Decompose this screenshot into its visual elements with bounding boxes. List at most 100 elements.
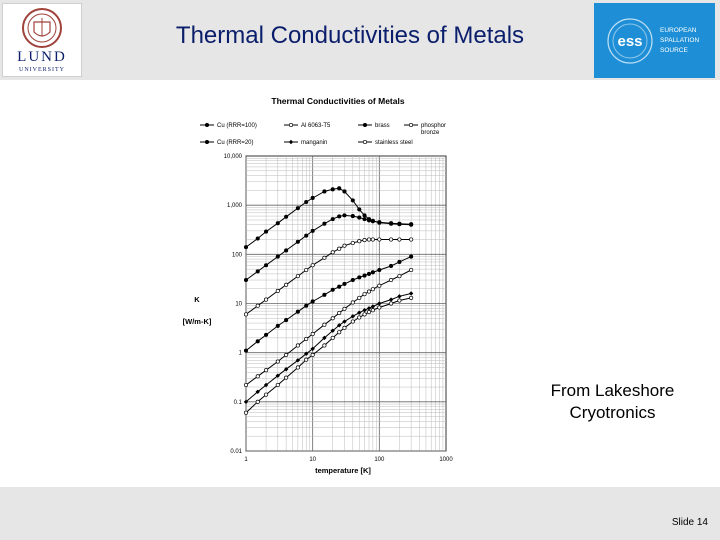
lund-university-logo: LUND UNIVERSITY <box>2 3 82 77</box>
y-tick-label: 100 <box>232 252 243 258</box>
data-point <box>362 312 367 317</box>
y-tick-label: 10,000 <box>224 154 243 160</box>
footer-band: Slide 14 <box>0 487 720 540</box>
data-point <box>310 331 315 337</box>
slide-title: Thermal Conductivities of Metals <box>175 22 525 49</box>
data-point <box>255 269 260 274</box>
data-point <box>322 343 327 348</box>
data-point <box>377 305 382 310</box>
data-point <box>255 339 260 344</box>
source-credit-line1: From Lakeshore <box>550 381 675 400</box>
y-tick-label: 1,000 <box>227 203 243 209</box>
data-point <box>362 213 367 218</box>
data-point <box>322 335 327 341</box>
data-point <box>322 292 327 297</box>
series-4 <box>243 291 414 405</box>
data-point <box>362 308 367 313</box>
data-point <box>243 348 249 353</box>
data-point <box>310 263 315 268</box>
x-tick-label: 1000 <box>439 457 453 463</box>
legend-label: phosphor <box>421 123 446 129</box>
data-point <box>408 122 414 128</box>
data-point <box>304 233 309 238</box>
data-point <box>370 304 376 309</box>
data-point <box>370 219 375 224</box>
chart-title: Thermal Conductivities of Metals <box>271 96 404 106</box>
data-point <box>275 359 280 364</box>
data-point <box>284 214 289 219</box>
data-point <box>275 254 280 259</box>
data-point <box>284 282 289 287</box>
data-point <box>264 392 269 397</box>
data-point <box>357 207 362 212</box>
data-point <box>350 300 355 305</box>
data-point <box>204 122 210 128</box>
legend-label: brass <box>375 123 390 129</box>
data-point <box>304 351 309 356</box>
data-point <box>322 322 327 327</box>
legend-item: brass <box>358 122 390 129</box>
ess-circle-icon <box>607 18 653 64</box>
legend-item: manganin <box>284 139 327 146</box>
data-point <box>295 309 300 314</box>
data-point <box>264 263 269 268</box>
data-point <box>357 239 362 244</box>
data-point <box>336 323 342 328</box>
data-point <box>357 315 362 320</box>
data-point <box>362 292 367 297</box>
data-point <box>255 374 260 379</box>
data-point <box>357 215 362 220</box>
y-tick-label: 0.1 <box>234 400 243 406</box>
data-point <box>284 375 289 380</box>
data-point <box>357 275 362 280</box>
data-point <box>304 303 309 308</box>
data-point <box>304 336 309 342</box>
data-point <box>377 283 382 288</box>
data-point <box>408 291 414 296</box>
data-point <box>357 295 362 300</box>
data-point <box>397 259 402 264</box>
legend-label: Cu (RRR=20) <box>217 140 254 146</box>
chart-series <box>243 186 414 415</box>
series-3 <box>243 254 414 353</box>
data-point <box>389 301 394 306</box>
data-point <box>362 139 368 145</box>
data-point <box>397 221 402 226</box>
data-point <box>295 365 300 370</box>
university-wordmark: UNIVERSITY <box>19 67 65 73</box>
data-point <box>389 277 394 283</box>
data-point <box>337 246 342 251</box>
data-point <box>362 217 367 222</box>
x-tick-label: 100 <box>374 457 385 463</box>
data-point <box>255 303 260 308</box>
source-credit-line2: Cryotronics <box>569 403 656 422</box>
data-point <box>337 284 342 289</box>
data-point <box>275 221 280 226</box>
data-point <box>330 316 335 321</box>
data-point <box>337 186 342 191</box>
data-point <box>370 308 375 313</box>
data-point <box>350 240 355 246</box>
data-point <box>377 267 382 273</box>
data-point <box>330 217 335 222</box>
data-point <box>409 222 414 227</box>
data-point <box>366 289 372 294</box>
x-axis-label: temperature [K] <box>315 466 371 475</box>
data-point <box>370 287 375 292</box>
data-point <box>350 277 355 283</box>
data-point <box>350 198 355 203</box>
data-point <box>370 270 375 275</box>
x-tick-label: 10 <box>309 457 316 463</box>
data-point <box>337 310 342 316</box>
data-point <box>350 319 355 324</box>
data-point <box>243 245 249 250</box>
chart-legend: Cu (RRR=100) Cu (RRR=20) Al 6063-T5 mangani… <box>200 122 446 146</box>
data-point <box>295 274 300 279</box>
data-point <box>310 352 315 357</box>
data-point <box>330 287 335 292</box>
slide-number: Slide 14 <box>671 517 708 528</box>
legend-item: stainless steel <box>358 139 413 146</box>
x-tick-label: 1 <box>244 457 248 463</box>
data-point <box>243 410 249 415</box>
